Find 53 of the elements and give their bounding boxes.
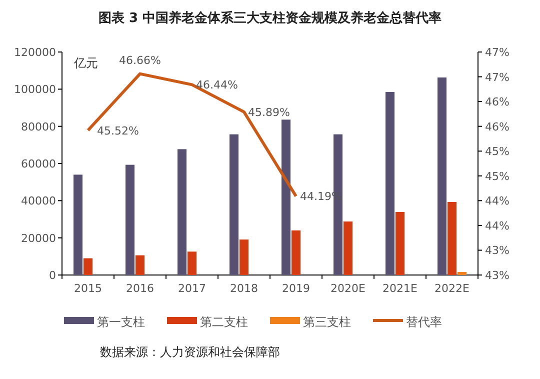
bar xyxy=(240,240,248,275)
y2-tick-label: 43% xyxy=(485,269,510,282)
bar xyxy=(448,202,456,275)
y2-tick-label: 44% xyxy=(485,219,510,232)
x-tick-label: 2021E xyxy=(382,282,418,295)
y2-tick-label: 44% xyxy=(485,194,510,208)
x-tick-label: 2020E xyxy=(330,282,366,295)
y-tick-label: 100000 xyxy=(14,83,56,96)
y2-tick-label: 46% xyxy=(485,96,510,109)
y2-tick-label: 47% xyxy=(485,70,510,84)
x-tick-label: 2015 xyxy=(74,282,102,295)
y2-tick-label: 43% xyxy=(485,244,510,258)
y2-tick-label: 45% xyxy=(485,170,510,183)
y-tick-label: 80000 xyxy=(21,120,56,134)
y-tick-label: 60000 xyxy=(21,158,56,170)
data-label: 46.44% xyxy=(196,78,238,92)
x-tick-label: 2019 xyxy=(282,282,310,295)
y2-tick-label: 46% xyxy=(485,120,510,134)
legend-label: 第二支柱 xyxy=(200,315,248,329)
bar xyxy=(126,164,134,275)
x-tick-label: 2018 xyxy=(230,282,258,295)
data-label: 46.66% xyxy=(119,54,161,67)
x-tick-label: 2017 xyxy=(178,282,206,295)
y2-tick-label: 47% xyxy=(485,46,510,59)
legend-label: 替代率 xyxy=(406,315,442,329)
bar xyxy=(386,92,394,275)
source-note: 数据来源：人力资源和社会保障部 xyxy=(100,345,280,359)
bar xyxy=(458,272,466,275)
bar xyxy=(282,120,290,275)
y-tick-label: 20000 xyxy=(21,232,56,245)
data-label: 45.89% xyxy=(248,106,290,119)
bar xyxy=(178,149,186,275)
bar xyxy=(438,77,446,275)
y-tick-label: 0 xyxy=(49,269,56,282)
x-tick-label: 2016 xyxy=(126,282,154,295)
bar xyxy=(74,174,82,275)
bar xyxy=(344,221,352,275)
y-tick-label: 120000 xyxy=(14,46,56,59)
bar xyxy=(136,255,144,275)
legend-label: 第三支柱 xyxy=(303,315,351,329)
bar xyxy=(188,252,196,275)
x-tick-label: 2022E xyxy=(434,282,470,295)
bar xyxy=(84,258,92,275)
bar xyxy=(230,134,238,275)
chart-title: 图表 3 中国养老金体系三大支柱资金规模及养老金总替代率 xyxy=(98,10,442,26)
legend-label: 第一支柱 xyxy=(97,315,145,329)
line-series xyxy=(86,72,298,198)
y-tick-label: 40000 xyxy=(21,194,56,208)
bar xyxy=(396,212,404,275)
y2-tick-label: 45% xyxy=(485,145,510,158)
data-label: 45.52% xyxy=(97,124,139,138)
bar xyxy=(292,230,300,275)
y-axis-title: 亿元 xyxy=(73,56,98,70)
